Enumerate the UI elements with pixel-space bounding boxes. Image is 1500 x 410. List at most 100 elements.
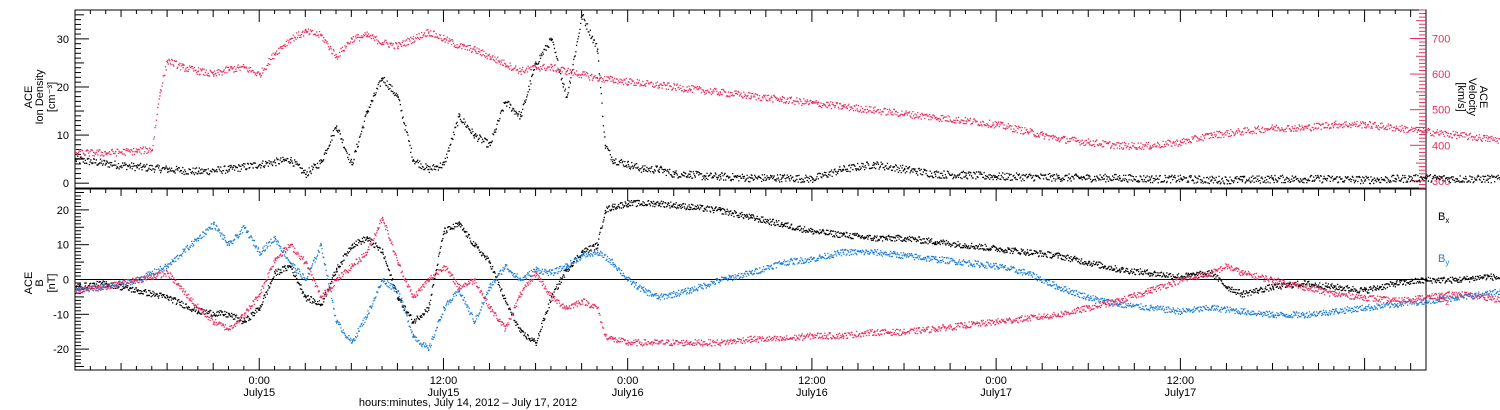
series-by-point [811,258,814,261]
series-bx-point [1057,255,1059,257]
series-bx-point [474,244,476,247]
series-by-point [1088,296,1090,299]
series-by-point [197,237,200,240]
velocity-point [243,66,246,69]
series-bx-point [1088,262,1090,264]
series-by-point [289,262,292,264]
series-bz-point [934,328,937,330]
time-axis: 0:00July1512:00July150:00July1612:00July… [74,10,1427,399]
series-bz-points [75,217,1500,347]
series-by-point [1303,314,1305,316]
series-bz-point [1241,272,1244,274]
series-bx-point [75,286,77,288]
series-by-point [320,244,323,247]
density-point [1180,178,1182,180]
series-bx-point [566,269,568,271]
density-point [382,77,384,79]
density-point [1303,178,1305,180]
velocity-point [566,70,568,72]
series-by-point [934,258,937,261]
series-by-point [612,262,614,264]
velocity-point [1487,138,1489,140]
series-bx-point [489,262,491,264]
series-bz-point [811,335,814,337]
series-bz-point [397,262,399,264]
series-bx-point [136,289,138,292]
series-by-point [1149,307,1152,309]
density-point [965,174,967,176]
series-bx-point [1026,251,1029,254]
velocity-point [1426,131,1428,133]
series-by-point [1333,310,1336,313]
velocity-point [1241,131,1244,133]
series-by-point [996,265,998,267]
density-point [673,173,676,175]
series-by-point [1118,303,1121,306]
series-by-point [535,269,537,271]
field-axis-title-line3: [nT] [46,274,58,293]
series-bz-point [504,328,507,330]
series-bz-point [1303,286,1305,288]
series-by-point [474,321,476,323]
series-bx-point [1333,286,1336,288]
series-by-point [550,272,553,274]
date-tick-label: July17 [980,387,1012,399]
velocity-point [1180,141,1182,144]
series-by-point [428,349,430,351]
series-bz-point [1364,296,1366,299]
series-bx-point [596,244,599,247]
series-by-point [504,265,507,267]
series-bx-point [781,223,783,226]
series-bx-point [842,234,845,236]
series-bz-point [1487,296,1489,299]
velocity-point [965,120,967,122]
density-point [366,111,369,113]
density-point [305,173,307,175]
density-point [167,168,169,171]
series-bz-point [689,342,691,344]
velocity-axis-title-line1: ACE [1477,86,1489,109]
velocity-points [75,28,1500,157]
velocity-point [197,70,200,72]
series-bx-point [1456,279,1459,281]
date-tick-label: July16 [796,387,828,399]
density-point [520,115,522,118]
velocity-point [159,91,161,94]
series-bz-point [1226,265,1228,267]
field-tick-label: 10 [57,240,69,252]
velocity-point [1211,134,1213,136]
density-point [604,144,607,147]
density-point [1364,179,1366,181]
series-bx-point [1257,289,1259,292]
velocity-point [75,152,77,154]
series-bx-point [1180,276,1182,278]
time-tick-label: 0:00 [617,375,638,387]
velocity-point [474,49,476,51]
series-bz-point [243,314,246,316]
density-point [228,168,230,171]
series-bx-point [1426,279,1428,281]
velocity-point [259,74,261,76]
velocity-tick-label: 500 [1432,105,1450,117]
series-by-point [1241,310,1244,313]
velocity-point [213,74,215,76]
series-by-point [904,255,906,257]
series-bz-point [996,321,998,323]
series-bz-point [566,307,568,309]
series-bz-point [1118,300,1121,302]
velocity-point [811,102,814,104]
time-tick-label: 12:00 [798,375,826,387]
series-bz-point [1395,300,1397,302]
density-tick-label: 10 [57,130,69,142]
series-by-point [627,279,630,281]
series-bx-point [105,282,108,285]
series-by-point [750,272,752,274]
velocity-point [596,77,599,80]
series-bx-point [366,237,369,240]
series-bx-point [581,251,584,254]
series-by-point [366,314,369,316]
density-tick-label: 0 [63,178,69,190]
velocity-point [873,109,875,112]
density-point [643,168,645,171]
series-bx-point [1226,286,1228,288]
